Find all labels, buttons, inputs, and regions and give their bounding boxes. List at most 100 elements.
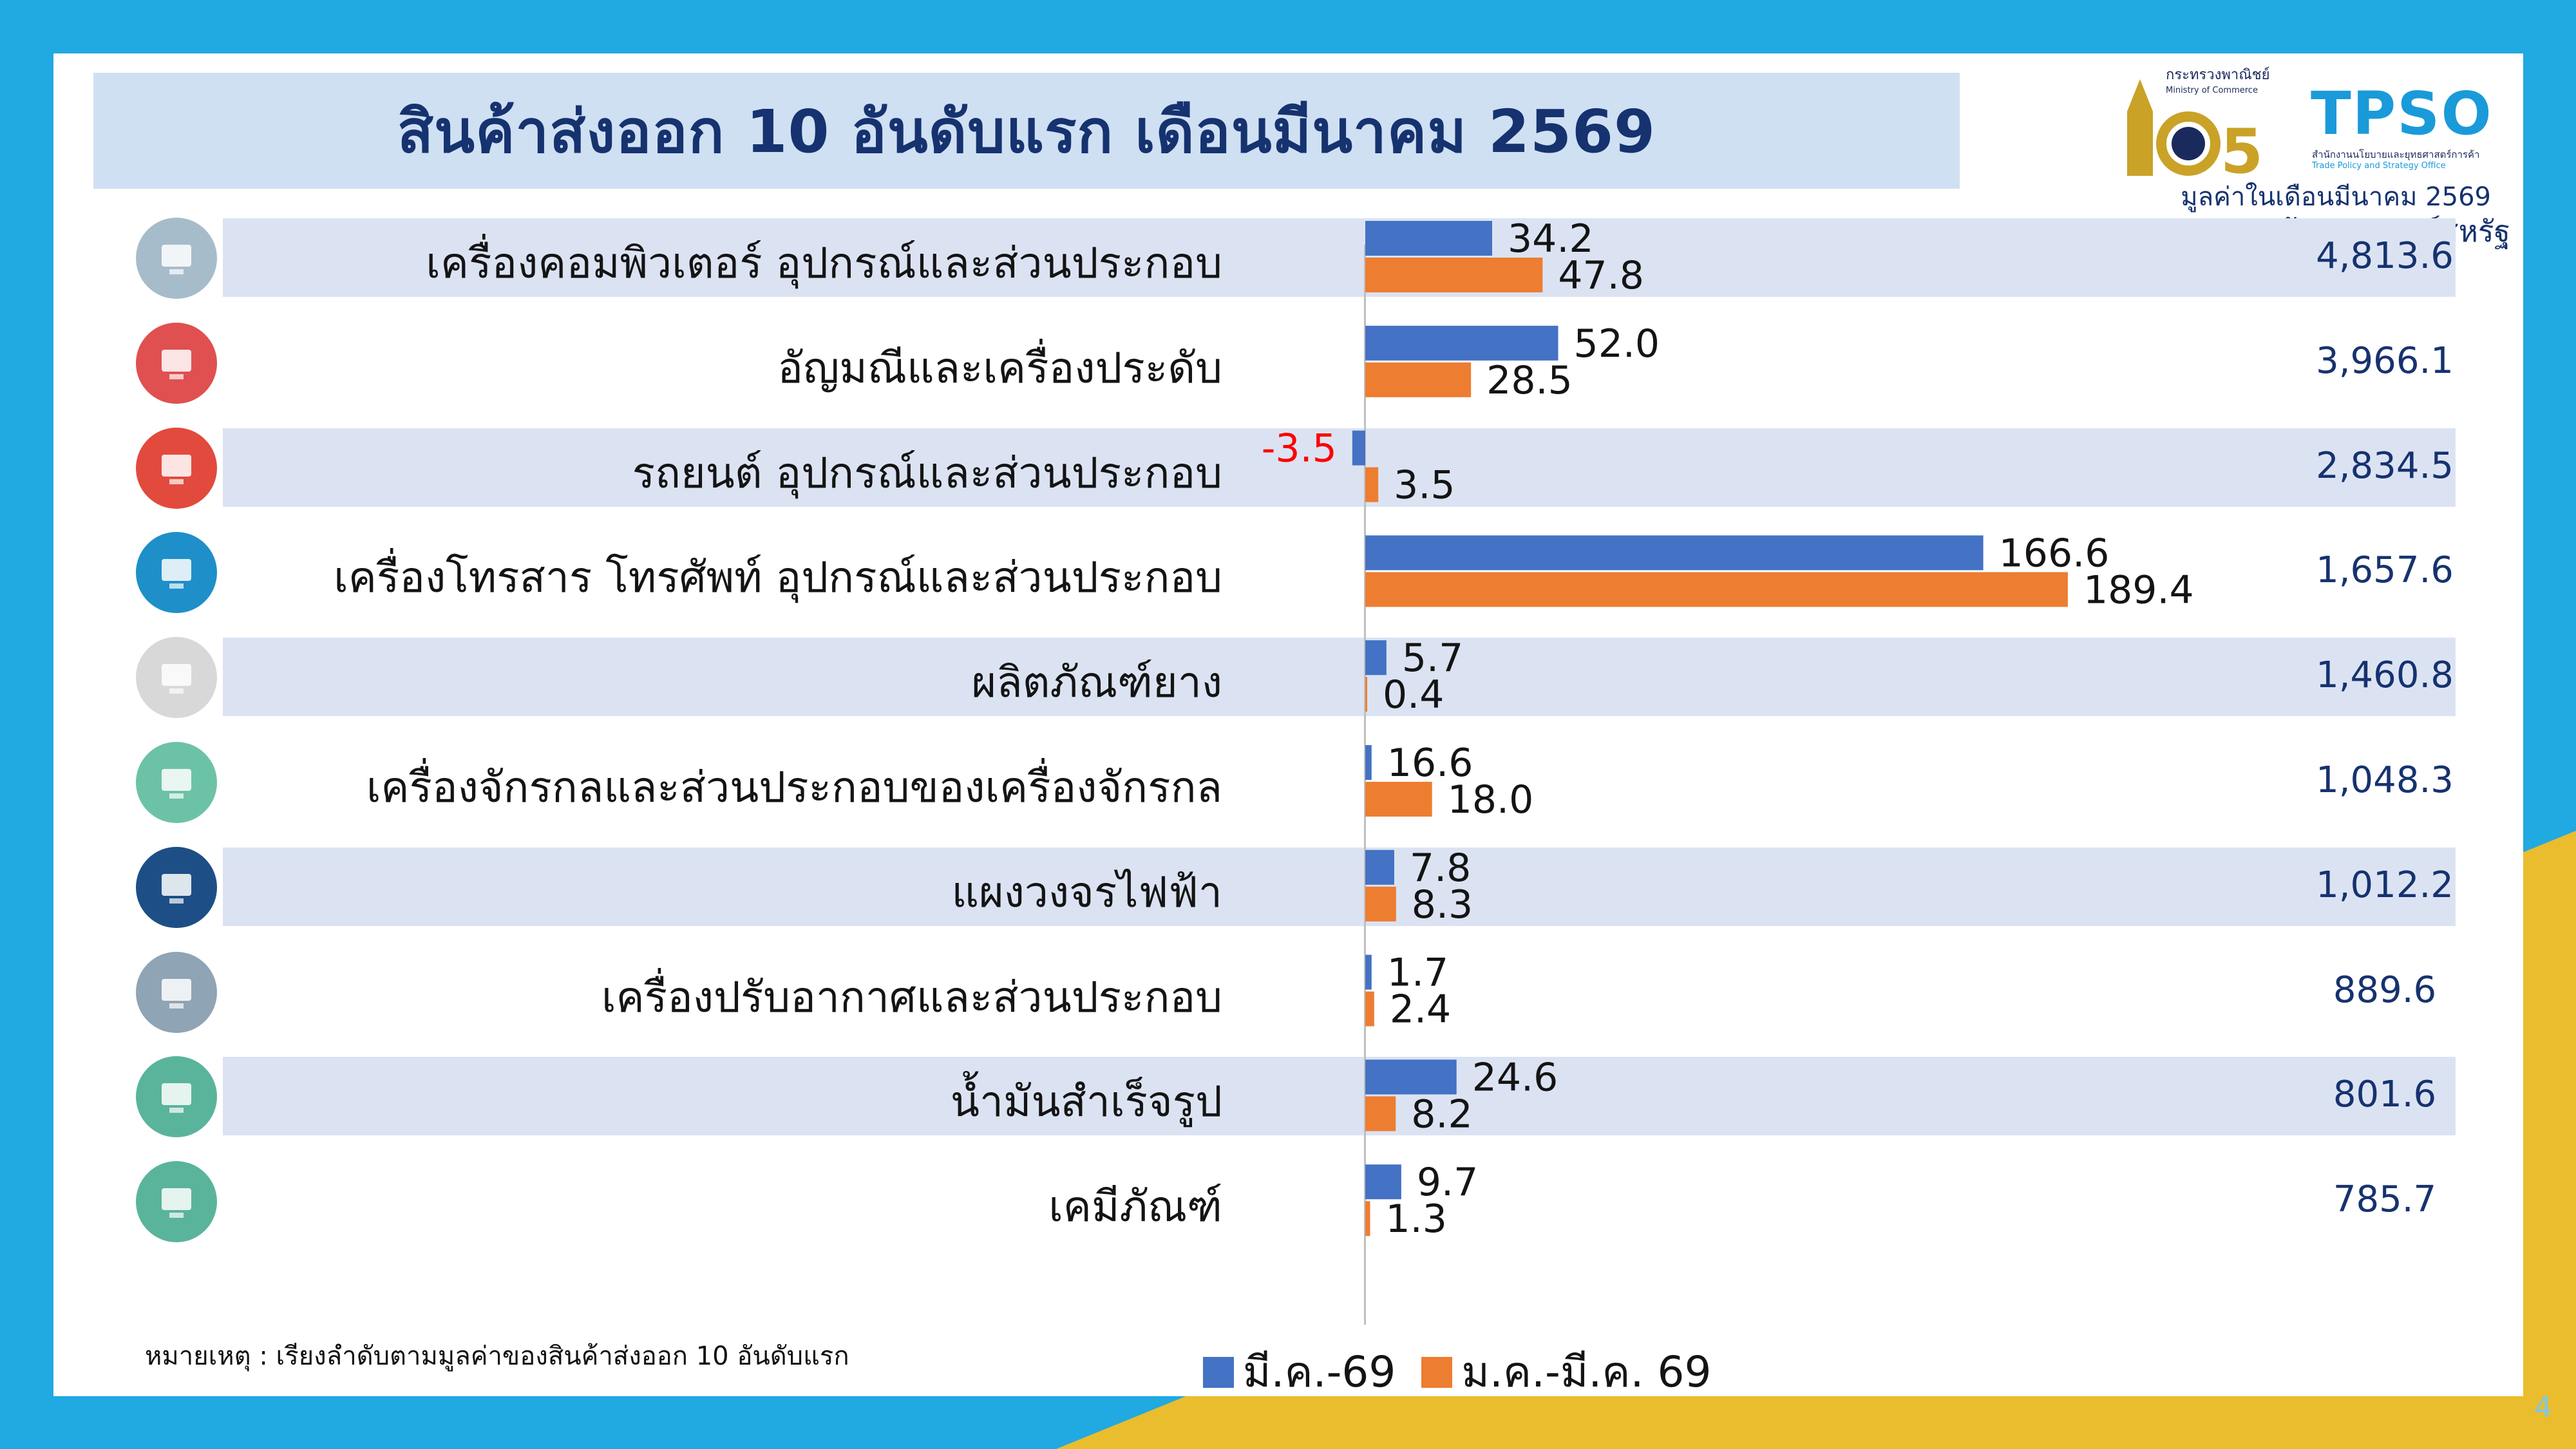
- total-value: 1,460.8: [2316, 654, 2454, 697]
- tpso-wordmark: TPSO: [2311, 79, 2493, 148]
- data-label-series1: 5.7: [1402, 636, 1463, 681]
- data-label-series2: 3.5: [1394, 463, 1455, 508]
- category-label: เครื่องคอมพิวเตอร์ อุปกรณ์และส่วนประกอบ: [426, 238, 1222, 288]
- category-label: รถยนต์ อุปกรณ์และส่วนประกอบ: [632, 448, 1222, 498]
- category-label: เคมีภัณฑ์: [1048, 1182, 1222, 1232]
- data-label-series2: 0.4: [1383, 672, 1444, 717]
- data-label-series2: 8.2: [1411, 1092, 1472, 1137]
- bar-series1: [1365, 1059, 1457, 1095]
- computer-icon: [136, 218, 217, 299]
- data-label-series1: 1.7: [1387, 951, 1448, 996]
- bar-series1: [1365, 1164, 1401, 1200]
- data-label-series2: 47.8: [1558, 253, 1644, 298]
- row-band: [223, 847, 2456, 926]
- total-value: 1,048.3: [2316, 759, 2454, 801]
- bar-series2: [1365, 782, 1432, 817]
- page-title: สินค้าส่งออก 10 อันดับแรก เดือนมีนาคม 25…: [397, 97, 1656, 166]
- phone-icon: [136, 532, 217, 614]
- data-label-series2: 18.0: [1448, 777, 1534, 822]
- gear-icon: [136, 742, 217, 823]
- total-value: 2,834.5: [2316, 444, 2454, 487]
- tpso-name-en: Trade Policy and Strategy Office: [2312, 161, 2446, 171]
- rubber-tapping-icon: [136, 637, 217, 719]
- data-label-series2: 2.4: [1390, 987, 1451, 1032]
- data-label-series1: 166.6: [1999, 531, 2110, 576]
- total-value: 1,012.2: [2316, 864, 2454, 906]
- category-label: ผลิตภัณฑ์ยาง: [971, 658, 1222, 708]
- footnote: หมายเหตุ : เรียงลำดับตามมูลค่าของสินค้าส…: [145, 1341, 849, 1371]
- bar-series1: [1365, 221, 1492, 256]
- legend-swatch-blue: [1203, 1356, 1234, 1388]
- chemical-flask-icon: [136, 1161, 217, 1243]
- page-number: 4: [2534, 1391, 2552, 1424]
- bar-series1: [1365, 849, 1394, 885]
- row-band: [223, 428, 2456, 507]
- data-label-series1: 52.0: [1574, 321, 1660, 366]
- total-value: 4,813.6: [2316, 235, 2454, 277]
- value-period-note: มูลค่าในเดือนมีนาคม 2569: [2181, 182, 2491, 212]
- bar-series2: [1365, 886, 1396, 922]
- category-label: เครื่องจักรกลและส่วนประกอบของเครื่องจักร…: [366, 762, 1222, 812]
- bar-series2: [1365, 467, 1379, 502]
- total-value: 3,966.1: [2316, 339, 2454, 382]
- tpso-name-th: สำนักงานนโยบายและยุทธศาสตร์การค้า: [2312, 149, 2480, 160]
- data-label-series1: 24.6: [1472, 1055, 1558, 1100]
- legend-item-series2: ม.ค.-มี.ค. 69: [1421, 1338, 1711, 1406]
- category-label: เครื่องปรับอากาศและส่วนประกอบ: [601, 972, 1222, 1022]
- total-value: 785.7: [2333, 1179, 2437, 1221]
- bar-series2: [1365, 258, 1543, 292]
- air-conditioner-icon: [136, 951, 217, 1033]
- row-band: [223, 1057, 2456, 1136]
- row-band: [223, 638, 2456, 717]
- bar-series1: [1365, 325, 1558, 361]
- oil-barrel-icon: [136, 1056, 217, 1138]
- data-label-series2: 8.3: [1412, 882, 1473, 927]
- diamond-icon: [136, 322, 217, 404]
- bar-series2: [1365, 572, 2068, 607]
- bar-series1: [1365, 640, 1387, 676]
- legend-swatch-orange: [1421, 1356, 1453, 1388]
- logo-group: 5 กระทรวงพาณิชย์ Ministry of Commerce TP…: [2114, 66, 2507, 179]
- data-label-series2: 189.4: [2083, 567, 2194, 612]
- category-label: อัญมณีและเครื่องประดับ: [777, 343, 1222, 393]
- bar-series2: [1365, 1096, 1396, 1132]
- legend-label-series1: มี.ค.-69: [1243, 1347, 1396, 1397]
- bar-series2: [1365, 677, 1367, 712]
- legend-label-series2: ม.ค.-มี.ค. 69: [1461, 1347, 1712, 1397]
- zero-axis: [1364, 245, 1366, 1325]
- bar-series1: [1365, 954, 1372, 990]
- slide: สินค้าส่งออก 10 อันดับแรก เดือนมีนาคม 25…: [53, 53, 2523, 1397]
- data-label-series1: 34.2: [1508, 216, 1594, 261]
- data-label-series1: 16.6: [1387, 741, 1473, 786]
- data-label-series2: 1.3: [1385, 1197, 1446, 1242]
- total-value: 1,657.6: [2316, 549, 2454, 592]
- bar-series1: [1365, 745, 1372, 780]
- circuit-icon: [136, 846, 217, 928]
- bar-series2: [1365, 362, 1472, 397]
- category-label: น้ำมันสำเร็จรูป: [950, 1077, 1222, 1127]
- category-label: แผงวงจรไฟฟ้า: [951, 867, 1222, 917]
- category-label: เครื่องโทรสาร โทรศัพท์ อุปกรณ์และส่วนประ…: [334, 553, 1222, 603]
- bar-series1: [1365, 535, 1984, 571]
- svg-text:5: 5: [2221, 117, 2263, 179]
- data-label-series2: 28.5: [1486, 358, 1573, 403]
- car-icon: [136, 427, 217, 509]
- tpso-subtitle: สำนักงานนโยบายและยุทธศาสตร์การค้า Trade …: [2312, 149, 2479, 172]
- bar-series2: [1365, 1201, 1370, 1236]
- bar-series1: [1352, 430, 1365, 466]
- tpso-logo: TPSO สำนักงานนโยบายและยุทธศาสตร์การค้า T…: [2311, 79, 2504, 182]
- total-value: 801.6: [2333, 1074, 2437, 1116]
- total-value: 889.6: [2333, 969, 2437, 1011]
- title-bar: สินค้าส่งออก 10 อันดับแรก เดือนมีนาคม 25…: [93, 73, 1960, 189]
- ministry-name-th: กระทรวงพาณิชย์: [2166, 67, 2270, 83]
- bar-series2: [1365, 991, 1374, 1027]
- ministry-name-en: Ministry of Commerce: [2166, 86, 2258, 95]
- data-label-series1: 9.7: [1417, 1160, 1478, 1205]
- data-label-series1: -3.5: [1262, 426, 1337, 471]
- legend: มี.ค.-69 ม.ค.-มี.ค. 69: [1203, 1338, 1711, 1406]
- legend-item-series1: มี.ค.-69: [1203, 1338, 1396, 1406]
- data-label-series1: 7.8: [1410, 846, 1471, 891]
- ministry-name: กระทรวงพาณิชย์ Ministry of Commerce: [2166, 68, 2269, 99]
- ministry-105-logo: 5: [2127, 79, 2263, 179]
